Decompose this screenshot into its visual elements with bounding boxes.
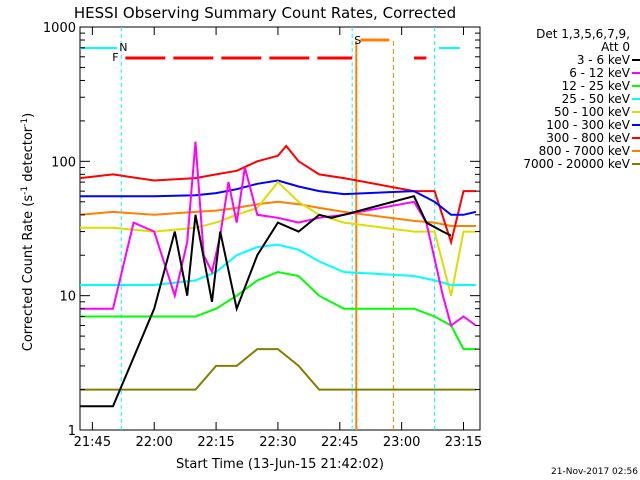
legend-label: 6 - 12 keV [569, 66, 631, 80]
y-axis-label: Corrected Count Rate (s-1 detector-1) [20, 113, 36, 351]
legend-label: 100 - 300 keV [546, 118, 630, 132]
legend-label: 3 - 6 keV [577, 53, 631, 67]
series-line [79, 144, 476, 246]
y-axis-label-end: ) [21, 113, 36, 118]
annotation-f: F [112, 51, 118, 64]
series-layer [79, 141, 477, 408]
marker-layer: NF S [80, 34, 460, 64]
legend-label: 300 - 800 keV [546, 131, 630, 145]
y-tick-label: 100 [51, 155, 76, 170]
series-line [80, 195, 452, 408]
series-line [80, 243, 476, 286]
x-tick-label: 23:00 [383, 435, 420, 450]
annotation-s: S [354, 34, 361, 47]
x-tick-label: 22:00 [135, 435, 172, 450]
x-axis-label: Start Time (13-Jun-15 21:42:02) [176, 457, 384, 472]
footer-date: 21-Nov-2017 02:56 [551, 467, 638, 477]
observing-bands [120, 27, 436, 430]
x-tick-label: 22:15 [197, 435, 234, 450]
x-tick-label: 22:45 [321, 435, 358, 450]
legend-label: 12 - 25 keV [562, 79, 631, 93]
legend-label: 25 - 50 keV [562, 92, 631, 106]
plot-frame [79, 26, 481, 431]
plot-area: NF S [79, 26, 481, 431]
y-tick-label: 10 [59, 290, 76, 305]
series-line [80, 179, 477, 216]
series-line [79, 200, 476, 227]
y-axis-label-sup2: -1 [20, 118, 30, 127]
y-axis-label-sup1: -1 [20, 186, 30, 195]
x-tick-label: 21:45 [74, 435, 111, 450]
y-axis-label-main: Corrected Count Rate (s [21, 195, 36, 352]
chart-title: HESSI Observing Summary Count Rates, Cor… [74, 4, 456, 22]
annotation-n: N [119, 41, 127, 54]
legend-header-line-2: Att 0 [601, 40, 630, 54]
legend-label: 800 - 7000 keV [539, 144, 631, 158]
series-line [80, 180, 476, 296]
x-tick-label: 23:15 [445, 435, 482, 450]
x-tick-label: 22:30 [259, 435, 296, 450]
legend-header-line-1: Det 1,3,5,6,7,9, [536, 27, 630, 41]
y-axis: 1 10 100 1000 [43, 21, 480, 439]
legend-label: 7000 - 20000 keV [523, 157, 630, 171]
y-tick-label: 1000 [43, 21, 76, 36]
series-line [80, 348, 476, 391]
series-line [80, 270, 476, 351]
y-tick-label: 1 [68, 424, 76, 439]
y-axis-label-mid: detector [21, 126, 36, 186]
legend-label: 50 - 100 keV [554, 105, 631, 119]
x-axis: 21:45 22:00 22:15 22:30 22:45 23:00 23:15 [74, 27, 482, 450]
series-line [80, 141, 477, 328]
